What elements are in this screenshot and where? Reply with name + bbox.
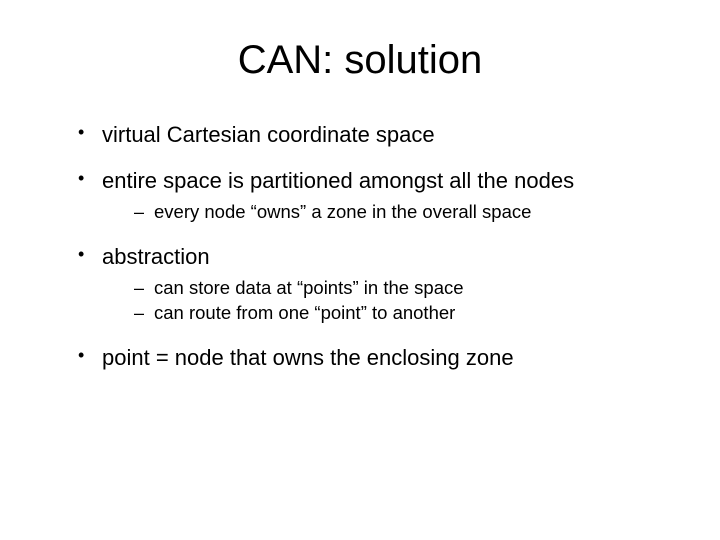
slide: CAN: solution virtual Cartesian coordina… (0, 0, 720, 540)
bullet-text: virtual Cartesian coordinate space (102, 122, 435, 147)
sub-list: can store data at “points” in the space … (102, 276, 660, 326)
bullet-item: entire space is partitioned amongst all … (72, 167, 660, 225)
bullet-list: virtual Cartesian coordinate space entir… (60, 121, 660, 372)
sub-item: can store data at “points” in the space (132, 276, 660, 301)
sub-list: every node “owns” a zone in the overall … (102, 200, 660, 225)
slide-title: CAN: solution (60, 38, 660, 83)
sub-text: can route from one “point” to another (154, 302, 455, 323)
bullet-item: virtual Cartesian coordinate space (72, 121, 660, 149)
bullet-text: entire space is partitioned amongst all … (102, 168, 574, 193)
sub-text: can store data at “points” in the space (154, 277, 464, 298)
bullet-text: abstraction (102, 244, 210, 269)
sub-item: every node “owns” a zone in the overall … (132, 200, 660, 225)
bullet-text: point = node that owns the enclosing zon… (102, 345, 514, 370)
bullet-item: point = node that owns the enclosing zon… (72, 344, 660, 372)
bullet-item: abstraction can store data at “points” i… (72, 243, 660, 326)
sub-text: every node “owns” a zone in the overall … (154, 201, 531, 222)
sub-item: can route from one “point” to another (132, 301, 660, 326)
